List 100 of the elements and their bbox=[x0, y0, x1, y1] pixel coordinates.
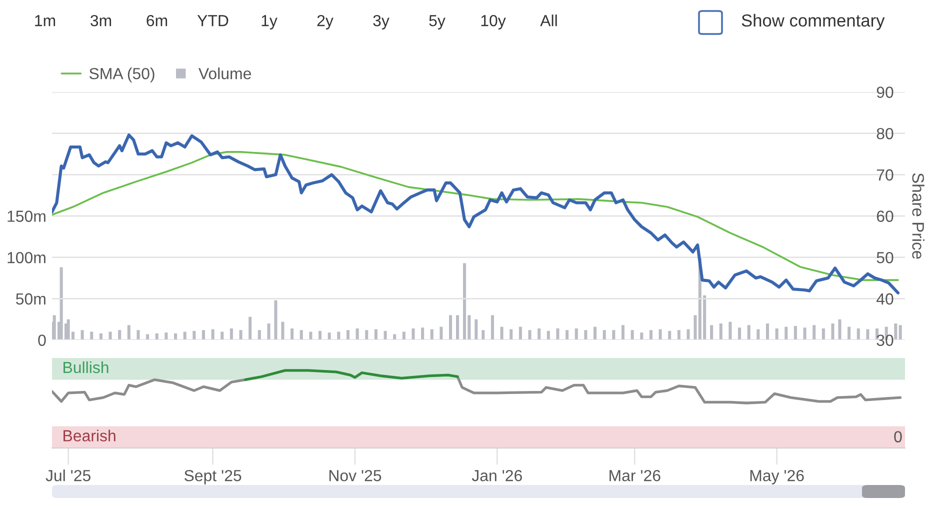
y2-tick-label: 0 bbox=[38, 334, 46, 346]
bar bbox=[621, 325, 625, 340]
y-axis-title: Share Price bbox=[912, 173, 924, 259]
x-tick-label: Mar '26 bbox=[610, 470, 660, 482]
x-tick-label: May '26 bbox=[750, 470, 804, 484]
bar bbox=[337, 332, 340, 340]
bar bbox=[518, 326, 522, 340]
bar bbox=[546, 330, 550, 340]
bar bbox=[710, 325, 714, 340]
bar bbox=[328, 332, 331, 340]
bar bbox=[894, 323, 898, 340]
bar bbox=[164, 332, 168, 340]
legend-label: Volume bbox=[198, 68, 251, 80]
bar bbox=[848, 326, 851, 340]
bar bbox=[118, 330, 122, 340]
bar bbox=[440, 326, 443, 340]
bar bbox=[258, 330, 261, 340]
bar bbox=[602, 330, 606, 340]
bar bbox=[402, 332, 406, 340]
bar bbox=[220, 332, 224, 340]
bar bbox=[90, 332, 94, 340]
y-tick-label: 70 bbox=[876, 169, 894, 181]
text: 10y bbox=[481, 14, 506, 30]
bar bbox=[412, 328, 415, 340]
bar bbox=[784, 326, 788, 340]
bar bbox=[248, 316, 252, 340]
bar bbox=[60, 267, 63, 340]
bar bbox=[747, 325, 750, 340]
y-tick-label: 80 bbox=[876, 128, 894, 140]
bar bbox=[812, 325, 816, 340]
bar bbox=[309, 332, 312, 340]
bar bbox=[300, 330, 303, 340]
bar bbox=[482, 330, 485, 340]
bar bbox=[766, 323, 770, 340]
bar bbox=[668, 330, 672, 340]
y-tick-label: 40 bbox=[876, 293, 894, 305]
text: 3y bbox=[373, 14, 390, 30]
bar bbox=[99, 333, 102, 340]
bar bbox=[500, 326, 504, 340]
bar bbox=[290, 328, 294, 340]
bar bbox=[318, 330, 322, 340]
x-tick-label: Nov '25 bbox=[329, 470, 382, 482]
annotation: 0 bbox=[894, 431, 902, 442]
text: 3m bbox=[90, 14, 112, 26]
bar bbox=[365, 330, 368, 340]
bar bbox=[822, 328, 825, 340]
bar bbox=[510, 329, 513, 340]
bar bbox=[574, 328, 578, 340]
bar bbox=[202, 330, 206, 340]
bar bbox=[838, 319, 842, 340]
bar bbox=[52, 315, 56, 340]
bar bbox=[146, 334, 150, 340]
bar bbox=[384, 330, 387, 340]
y-tick-label: 50 bbox=[876, 252, 894, 264]
bar bbox=[346, 330, 350, 340]
x-tick-label: Jul '25 bbox=[46, 470, 90, 482]
bar bbox=[677, 330, 680, 340]
bar bbox=[794, 326, 797, 340]
text: 6m bbox=[146, 14, 168, 26]
bar bbox=[738, 328, 742, 340]
bar bbox=[756, 329, 760, 340]
bar bbox=[230, 328, 233, 340]
text: 1y bbox=[262, 15, 278, 30]
text: 1m bbox=[35, 15, 56, 26]
bar bbox=[649, 330, 652, 340]
band-label: Bearish bbox=[64, 430, 116, 442]
bar bbox=[463, 263, 466, 340]
bar bbox=[556, 328, 560, 340]
bar bbox=[528, 330, 532, 340]
bar bbox=[374, 329, 378, 340]
bar bbox=[866, 329, 870, 340]
y-tick-label: 60 bbox=[876, 210, 894, 222]
bar bbox=[155, 333, 158, 340]
x-tick-label: Jan '26 bbox=[472, 470, 522, 482]
line-series bbox=[52, 151, 899, 281]
bar bbox=[192, 330, 196, 340]
text: 5y bbox=[429, 15, 446, 30]
bar bbox=[393, 334, 396, 340]
bar bbox=[80, 330, 84, 340]
bar bbox=[449, 315, 452, 340]
bar bbox=[356, 328, 359, 340]
bar bbox=[281, 322, 284, 340]
bar bbox=[566, 330, 569, 340]
bar bbox=[267, 323, 270, 340]
bar bbox=[183, 332, 186, 340]
bar bbox=[127, 325, 130, 340]
bar bbox=[108, 332, 112, 340]
bar bbox=[612, 330, 616, 340]
bar bbox=[658, 329, 662, 340]
text: 2y bbox=[317, 14, 334, 30]
y-tick-label: 30 bbox=[876, 334, 894, 346]
bar bbox=[898, 325, 902, 340]
bar bbox=[630, 330, 634, 340]
bar bbox=[594, 326, 597, 340]
bar bbox=[490, 315, 494, 340]
bar bbox=[174, 333, 178, 340]
y2-tick-label: 50m bbox=[16, 293, 46, 305]
bar bbox=[136, 330, 140, 340]
bar bbox=[856, 328, 860, 340]
bar bbox=[239, 330, 242, 340]
